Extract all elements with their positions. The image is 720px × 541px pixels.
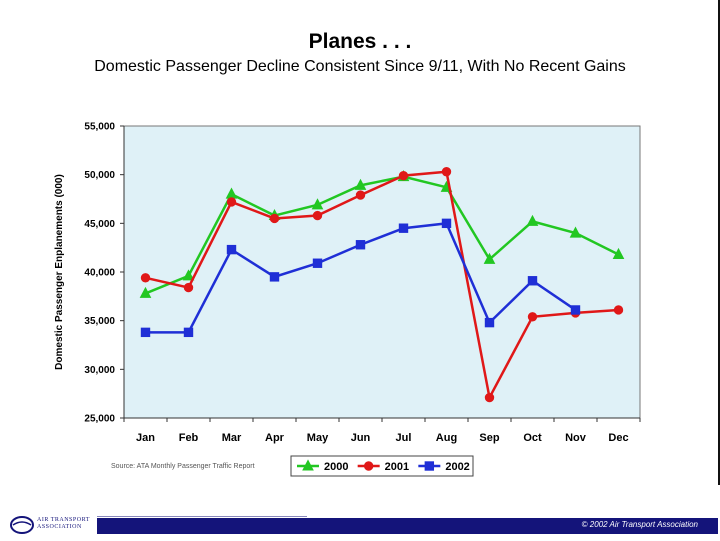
slide-subtitle: Domestic Passenger Decline Consistent Si…	[94, 58, 626, 75]
data-point-2002	[484, 317, 495, 328]
data-point-2001	[183, 282, 194, 293]
y-tick-label: 35,000	[84, 316, 115, 327]
data-point-2001	[441, 167, 452, 177]
x-tick-label: Apr	[265, 432, 285, 444]
x-tick-label: Jul	[396, 432, 412, 444]
data-point-2002	[226, 244, 237, 255]
data-point-2001	[355, 190, 366, 200]
ata-logo: AIR TRANSPORT ASSOCIATION	[9, 514, 93, 536]
y-axis-label: Domestic Passenger Enplanements (000)	[54, 174, 65, 370]
footer-accent-line	[97, 516, 307, 517]
x-tick-label: Feb	[179, 432, 199, 444]
data-point-2000	[569, 226, 582, 238]
legend-label-2001: 2001	[385, 461, 409, 473]
data-point-2000	[526, 214, 539, 226]
legend-marker-2000	[302, 459, 314, 471]
y-tick-label: 55,000	[84, 122, 115, 133]
data-point-2002	[398, 223, 409, 233]
data-point-2000	[182, 269, 195, 281]
x-tick-label: Mar	[222, 432, 242, 444]
data-point-2001	[484, 392, 495, 403]
legend-label-2002: 2002	[445, 461, 469, 473]
data-point-2002	[269, 272, 280, 282]
data-point-2002	[183, 327, 194, 338]
y-tick-label: 50,000	[84, 170, 115, 181]
footer-bar: © 2002 Air Transport Association	[97, 518, 718, 534]
data-point-2001	[527, 312, 538, 322]
x-tick-label: Dec	[608, 432, 628, 444]
logo-emblem-icon	[10, 516, 34, 534]
legend-marker-2001	[363, 461, 374, 471]
data-point-2001	[312, 210, 323, 221]
data-point-2000	[311, 198, 324, 210]
data-point-2001	[226, 197, 237, 207]
data-point-2002	[441, 218, 452, 229]
x-tick-label: Sep	[479, 432, 499, 444]
data-point-2000	[354, 178, 367, 190]
data-point-2000	[612, 247, 625, 259]
data-point-2001	[140, 273, 151, 283]
x-tick-label: Nov	[565, 432, 587, 444]
x-tick-label: Aug	[436, 432, 457, 444]
data-point-2002	[527, 276, 538, 286]
y-tick-label: 40,000	[84, 268, 115, 279]
y-tick-label: 30,000	[84, 365, 115, 376]
data-point-2002	[355, 240, 366, 250]
data-point-2001	[398, 170, 409, 181]
source-note: Source: ATA Monthly Passenger Traffic Re…	[111, 463, 255, 470]
x-tick-label: Jan	[136, 432, 155, 444]
right-border-rule	[718, 0, 720, 485]
slide-title: Planes . . .	[308, 30, 412, 53]
x-tick-label: Oct	[523, 432, 542, 444]
data-point-2002	[140, 327, 151, 338]
plot-area	[123, 125, 641, 419]
data-point-2001	[613, 305, 624, 315]
legend-marker-2002	[424, 461, 435, 471]
x-tick-label: May	[307, 432, 329, 444]
data-point-2002	[570, 305, 581, 315]
legend-label-2000: 2000	[324, 461, 348, 473]
data-point-2000	[139, 286, 152, 298]
footer-copyright: © 2002 Air Transport Association	[581, 520, 698, 529]
y-tick-label: 45,000	[84, 219, 115, 230]
data-point-2000	[483, 252, 496, 264]
series-line-2001	[145, 170, 619, 402]
data-point-2002	[312, 258, 323, 268]
legend-box	[290, 455, 474, 477]
logo-text: AIR TRANSPORT ASSOCIATION	[37, 517, 90, 530]
y-tick-label: 25,000	[84, 414, 115, 425]
data-point-2001	[269, 213, 280, 224]
series-line-2000	[145, 175, 620, 295]
x-tick-label: Jun	[351, 432, 371, 444]
